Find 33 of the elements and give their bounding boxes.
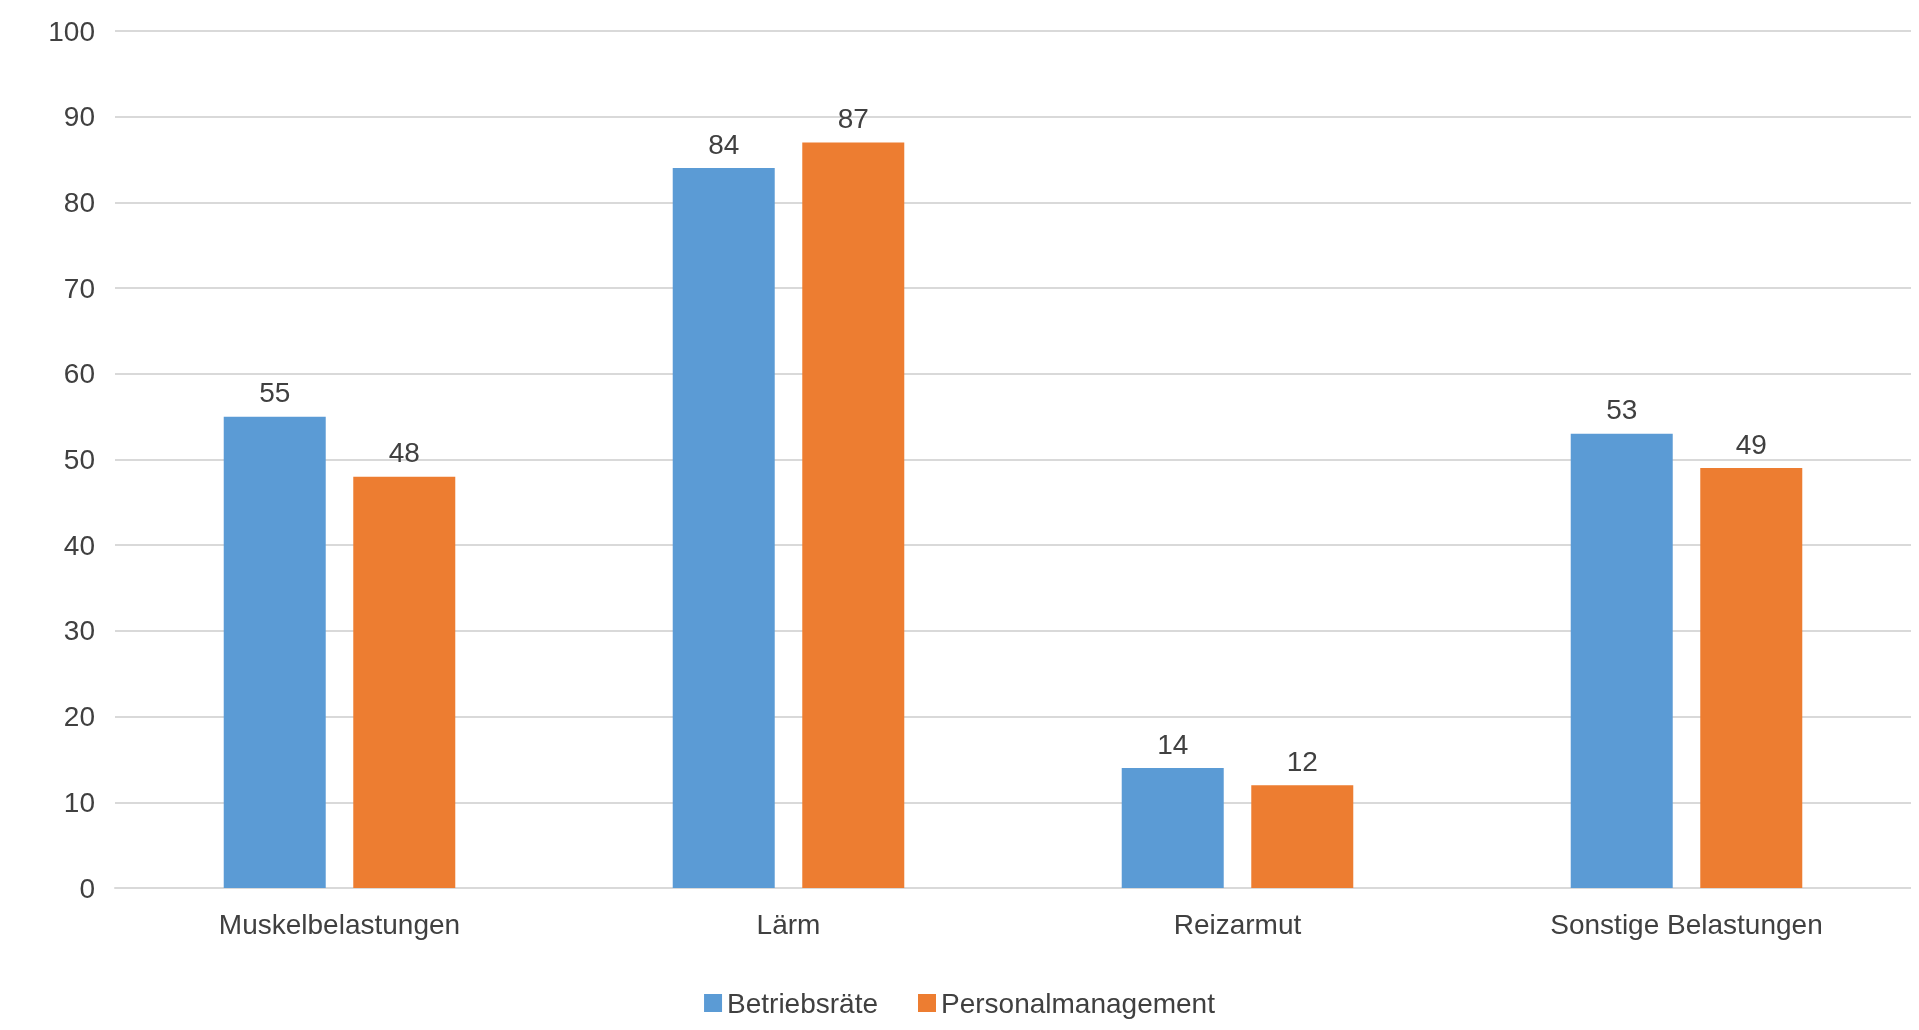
y-tick-label: 50 bbox=[63, 444, 95, 475]
legend-label: Personalmanagement bbox=[941, 987, 1216, 1019]
y-tick-label: 100 bbox=[48, 15, 95, 47]
x-tick-label: Sonstige Belastungen bbox=[1550, 908, 1823, 940]
data-label: 53 bbox=[1606, 394, 1638, 426]
x-tick-label: Reizarmut bbox=[1173, 908, 1302, 940]
data-label: 12 bbox=[1286, 745, 1318, 777]
y-tick-label: 10 bbox=[63, 786, 95, 818]
data-label: 14 bbox=[1157, 728, 1189, 760]
bar bbox=[353, 476, 456, 888]
bar bbox=[1570, 433, 1673, 888]
y-tick-label: 0 bbox=[79, 872, 95, 904]
data-label: 87 bbox=[837, 102, 869, 134]
y-tick-label: 70 bbox=[63, 272, 95, 304]
y-tick-label: 80 bbox=[63, 186, 95, 218]
y-tick-label: 20 bbox=[63, 701, 95, 733]
y-tick-label: 60 bbox=[63, 358, 95, 390]
x-tick-label: Lärm bbox=[756, 908, 821, 940]
bar bbox=[1121, 768, 1224, 888]
data-label: 55 bbox=[259, 377, 291, 409]
y-tick-label: 90 bbox=[63, 101, 95, 133]
bar bbox=[802, 142, 905, 888]
data-label: 84 bbox=[708, 128, 740, 160]
legend-label: Betriebsräte bbox=[727, 987, 879, 1019]
y-tick-label: 30 bbox=[63, 615, 95, 647]
bar bbox=[1700, 468, 1803, 888]
data-label: 48 bbox=[388, 437, 420, 469]
bar bbox=[223, 416, 326, 888]
y-tick-label: 40 bbox=[63, 529, 95, 561]
bar bbox=[1251, 785, 1354, 888]
x-tick-label: Muskelbelastungen bbox=[218, 908, 461, 940]
data-label: 49 bbox=[1735, 428, 1767, 460]
bar bbox=[672, 168, 775, 888]
